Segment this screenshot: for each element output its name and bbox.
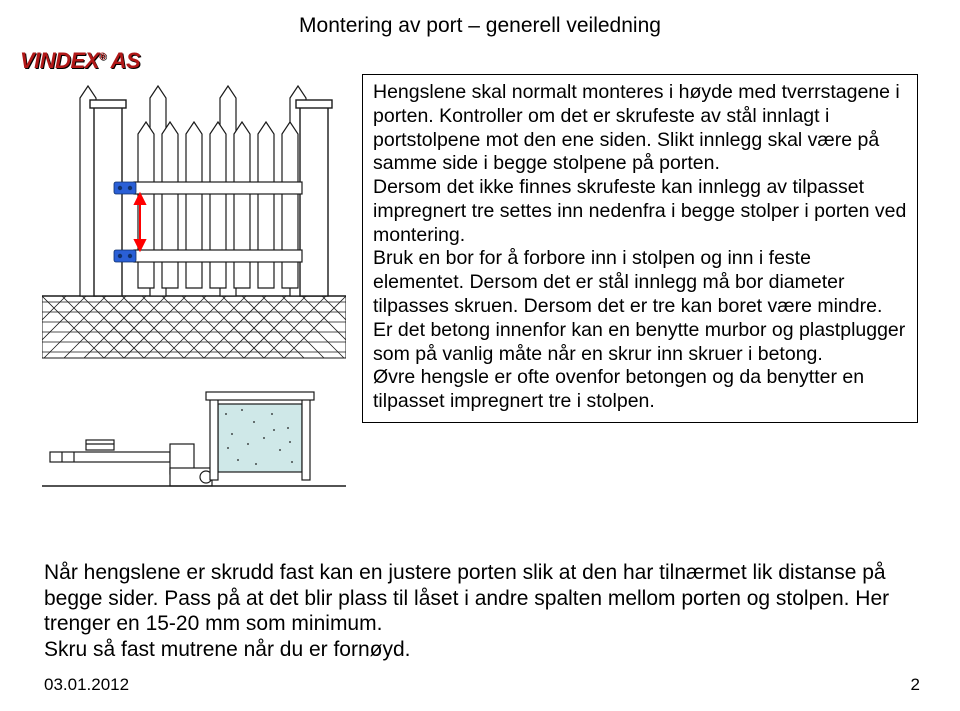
footer-date: 03.01.2012 [44,675,129,695]
lower-instruction-text: Når hengslene er skrudd fast kan en just… [44,560,920,662]
footer-page-number: 2 [911,675,920,695]
gate-diagram [42,78,346,360]
instruction-text: Hengslene skal normalt monteres i høyde … [373,81,907,414]
logo-suffix: AS [111,48,141,73]
post-base-detail-diagram [42,384,346,492]
brand-logo: VINDEX® AS [20,48,140,74]
logo-text: VINDEX [20,48,99,73]
page-title: Montering av port – generell veiledning [0,14,960,38]
logo-registered: ® [99,52,106,63]
instruction-box: Hengslene skal normalt monteres i høyde … [362,74,918,423]
